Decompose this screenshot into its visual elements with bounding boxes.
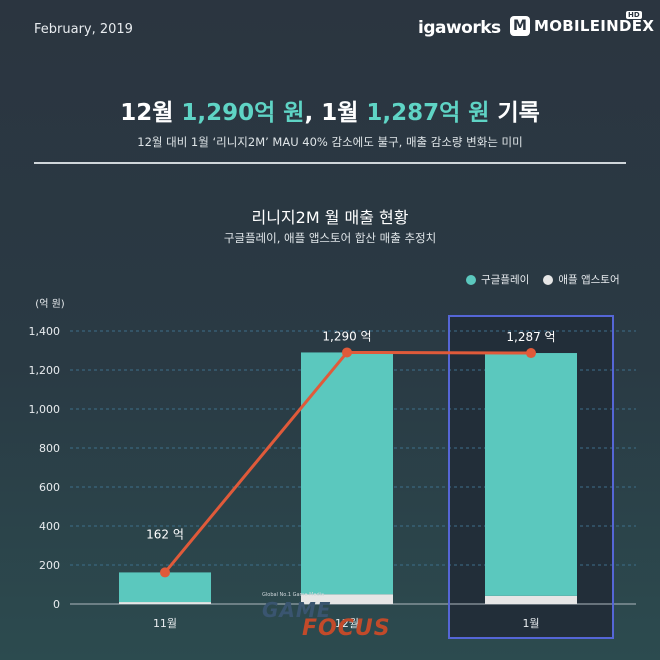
- y-tick-label: 1,400: [29, 325, 61, 338]
- total-line-point: [342, 347, 352, 358]
- legend-item-apple-store: 애플 앱스토어: [543, 272, 620, 287]
- legend-label-apple-store: 애플 앱스토어: [558, 274, 620, 286]
- x-tick-label: 1월: [522, 617, 539, 630]
- y-axis-unit-label: (억 원): [35, 298, 64, 310]
- y-tick-label: 800: [39, 442, 60, 455]
- chart-title: 리니지2M 월 매출 현황: [251, 208, 409, 227]
- bar-google-play: [301, 352, 393, 595]
- y-tick-label: 400: [39, 520, 60, 533]
- watermark-game: GAME: [262, 598, 332, 622]
- highlight-box: [448, 315, 614, 639]
- bar-apple-store: [301, 594, 393, 604]
- legend-label-google-play: 구글플레이: [481, 274, 530, 286]
- legend-dot-apple-store: [543, 274, 554, 285]
- headline-part1: 12월: [120, 100, 182, 126]
- headline-part3: 기록: [489, 100, 540, 126]
- y-tick-label: 600: [39, 481, 60, 494]
- chart-subtitle: 구글플레이, 애플 앱스토어 합산 매출 추정치: [223, 231, 437, 245]
- y-tick-label: 1,200: [29, 364, 61, 377]
- mobileindex-logo-icon: M: [510, 16, 530, 36]
- total-line-point: [160, 567, 170, 578]
- bar-apple-store: [119, 602, 211, 604]
- date-label: February, 2019: [34, 22, 133, 37]
- header-divider: [34, 162, 626, 164]
- watermark-focus: FOCUS: [302, 616, 391, 641]
- legend-item-google-play: 구글플레이: [466, 272, 529, 287]
- headline-value-january: 1,287억 원: [366, 100, 490, 126]
- mobileindex-logo-text: MOBILEINDEX: [534, 17, 655, 35]
- total-data-label: 1,290 억: [322, 329, 371, 343]
- total-data-label: 1,287 억: [506, 330, 555, 344]
- y-tick-label: 1,000: [29, 403, 61, 416]
- watermark: Global No.1 Game Media GAME FOCUS: [262, 592, 391, 641]
- x-tick-label: 12월: [335, 617, 359, 630]
- watermark-tagline: Global No.1 Game Media: [262, 592, 325, 598]
- legend-dot-google-play: [466, 274, 476, 285]
- igaworks-logo: igaworks: [418, 18, 501, 38]
- headline-value-december: 1,290억 원: [181, 100, 305, 126]
- headline: 12월 1,290억 원, 1월 1,287억 원 기록: [0, 93, 660, 127]
- chart-legend: 구글플레이 애플 앱스토어: [466, 272, 620, 287]
- bar-google-play: [485, 353, 577, 596]
- y-tick-label: 0: [53, 598, 60, 611]
- total-data-label: 162 억: [146, 527, 184, 541]
- subheadline: 12월 대비 1월 ‘리니지2M’ MAU 40% 감소에도 불구, 매출 감소…: [137, 135, 523, 149]
- total-line-point: [526, 348, 536, 359]
- y-tick-label: 200: [39, 559, 60, 572]
- mobileindex-hd-badge: HD: [626, 11, 642, 19]
- mobileindex-logo: M MOBILEINDEX HD: [510, 11, 655, 36]
- headline-part2: , 1월: [304, 100, 367, 126]
- x-tick-label: 11월: [153, 617, 177, 630]
- bar-apple-store: [485, 595, 577, 604]
